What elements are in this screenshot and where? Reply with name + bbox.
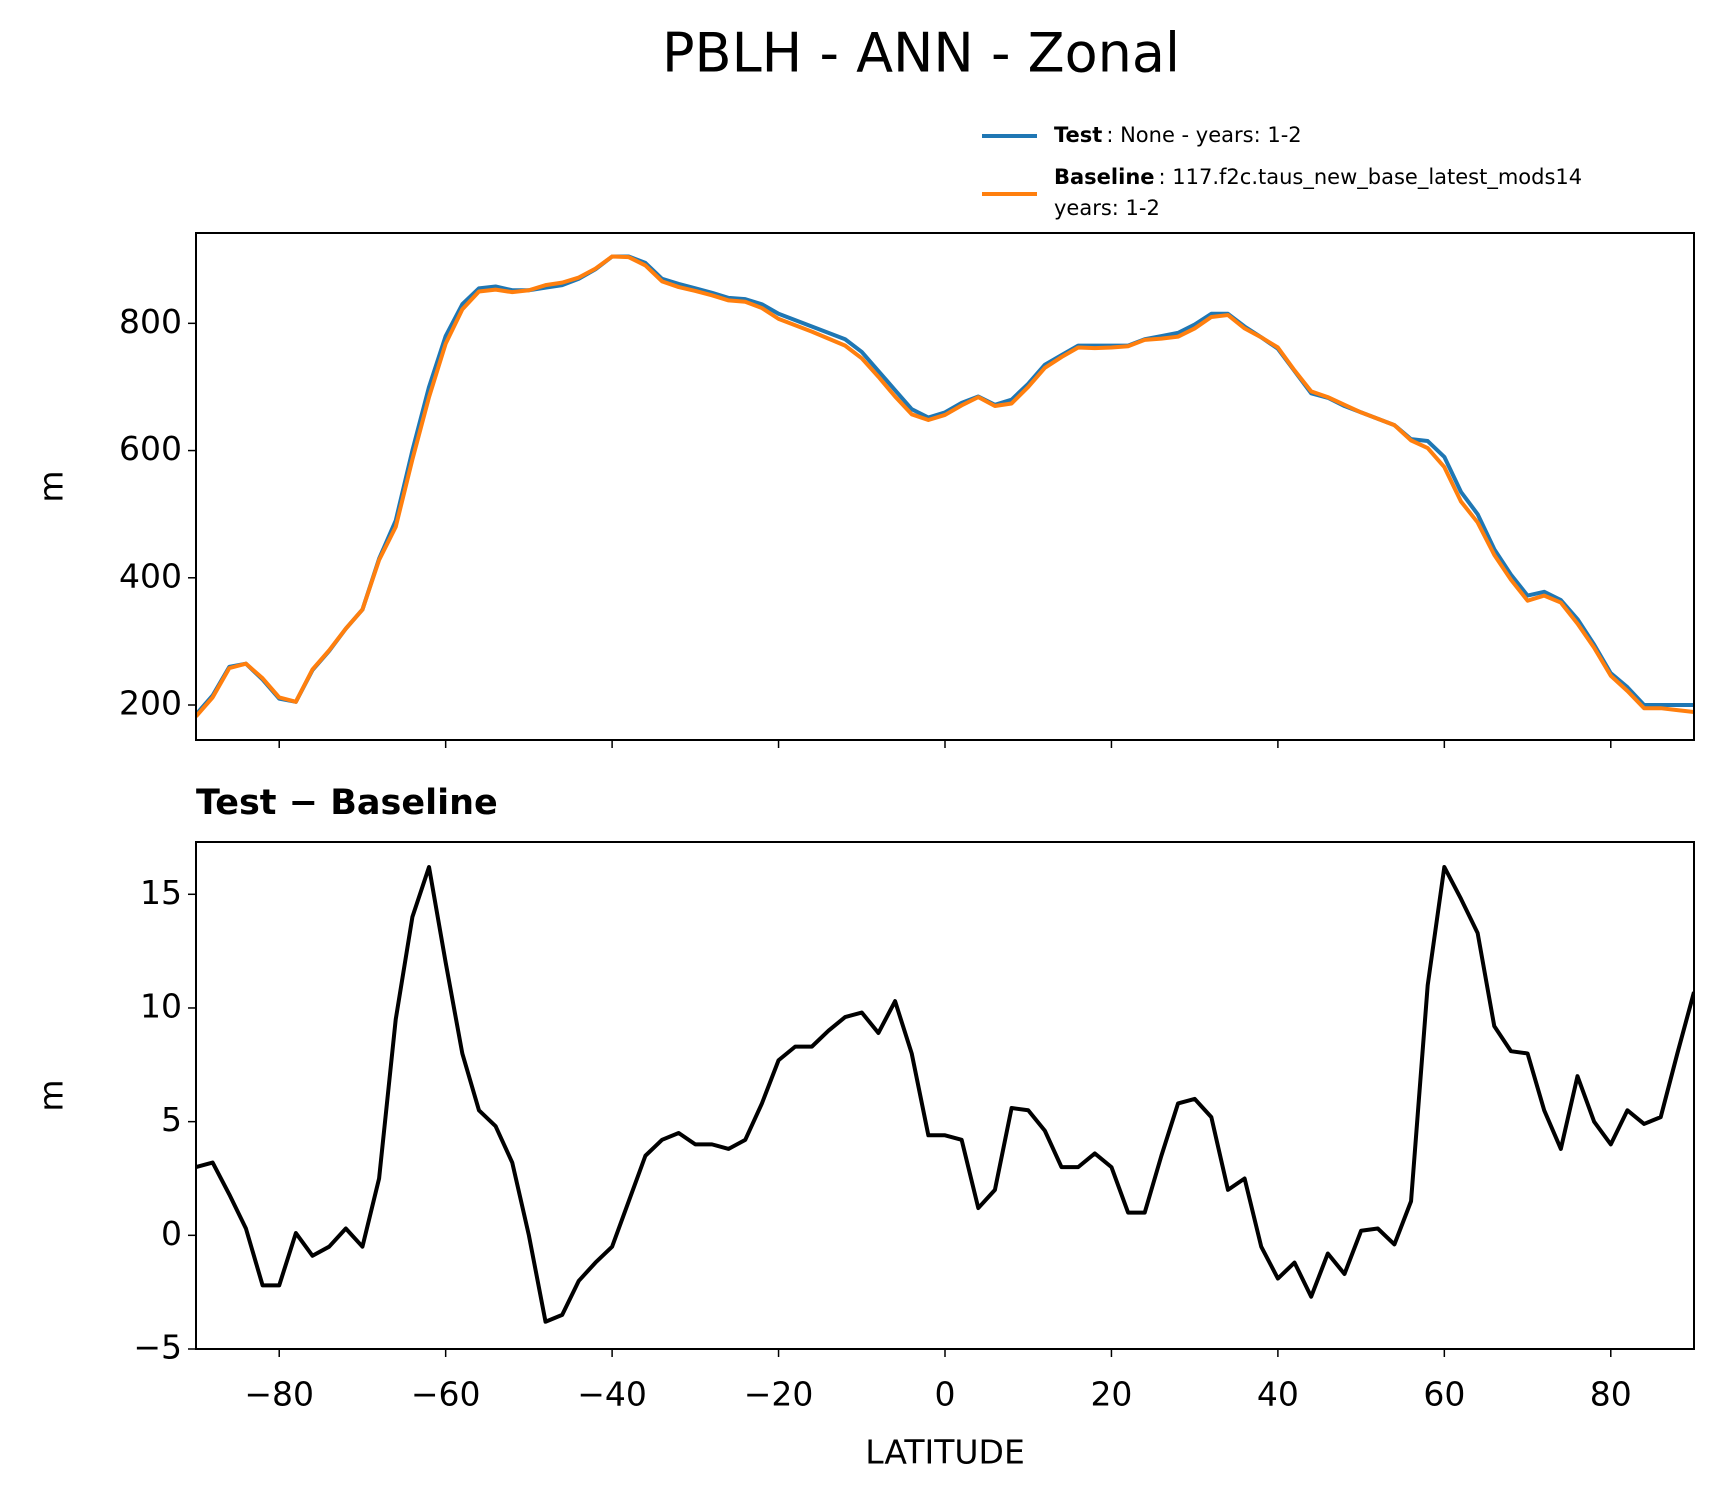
y-tick-label: 400 — [119, 556, 182, 595]
x-tick-label: 80 — [1590, 1375, 1632, 1414]
y-tick-label: −5 — [133, 1328, 182, 1367]
legend-label: Baseline: 117.f2c.taus_new_base_latest_m… — [1054, 165, 1582, 190]
y-axis-label: m — [32, 470, 71, 502]
line-series — [196, 254, 1694, 716]
axes-frame — [195, 232, 1695, 741]
axes-frame — [195, 841, 1695, 1350]
legend-description: : None - years: 1-2 — [1106, 123, 1301, 147]
x-tick-label: 40 — [1257, 1375, 1299, 1414]
x-tick-label: 0 — [935, 1375, 956, 1414]
legend-description: years: 1-2 — [1054, 196, 1160, 220]
x-tick-label: 20 — [1090, 1375, 1132, 1414]
y-axis-label: m — [32, 1079, 71, 1111]
legend-description: : 117.f2c.taus_new_base_latest_mods14 — [1159, 165, 1583, 190]
y-tick-label: 200 — [119, 684, 182, 723]
x-tick-label: −60 — [411, 1375, 481, 1414]
x-tick-label: −40 — [577, 1375, 647, 1414]
x-tick-label: 60 — [1423, 1375, 1465, 1414]
legend-name: Test — [1054, 123, 1102, 147]
y-tick-label: 800 — [119, 302, 182, 341]
y-tick-label: 15 — [140, 873, 182, 912]
x-axis-label: LATITUDE — [865, 1433, 1025, 1472]
line-series — [196, 865, 1694, 1324]
subplot-title: Test − Baseline — [196, 783, 498, 823]
x-tick-label: −80 — [244, 1375, 314, 1414]
x-tick-label: −20 — [744, 1375, 814, 1414]
y-tick-label: 10 — [140, 986, 182, 1025]
legend-name: Baseline — [1054, 165, 1155, 189]
chart-title: PBLH - ANN - Zonal — [662, 22, 1180, 85]
y-tick-label: 600 — [119, 429, 182, 468]
line-series — [196, 254, 1694, 718]
legend-label: Test: None - years: 1-2 — [1054, 123, 1302, 147]
y-tick-label: 0 — [161, 1214, 182, 1253]
y-tick-label: 5 — [161, 1100, 182, 1139]
